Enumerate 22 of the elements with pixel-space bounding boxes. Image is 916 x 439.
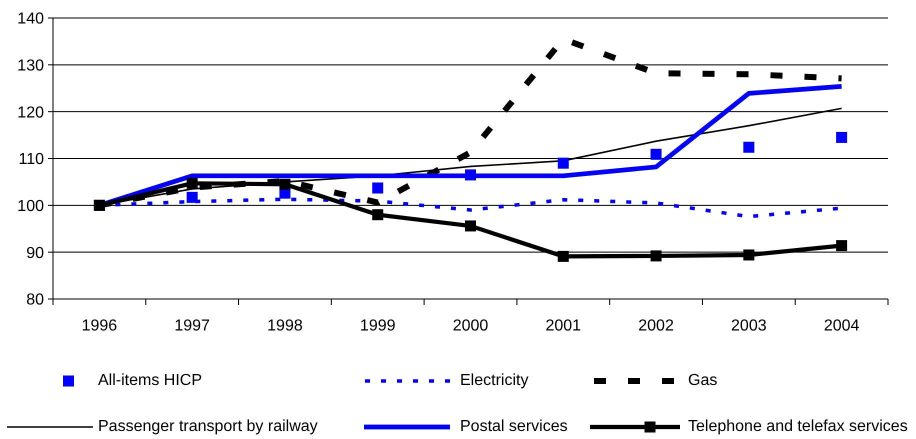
x-tick-label: 2004	[824, 317, 860, 334]
x-tick-label: 1999	[360, 317, 396, 334]
legend-label: All-items HICP	[98, 371, 202, 391]
y-tick-label: 140	[17, 10, 44, 28]
x-tick-label: 1998	[267, 317, 303, 334]
x-tick-label: 1996	[82, 317, 118, 334]
x-tick-label: 1997	[174, 317, 210, 334]
y-tick-label: 100	[17, 198, 44, 216]
x-tick-label: 2002	[638, 317, 674, 334]
legend-label: Telephone and telefax services	[688, 417, 908, 437]
y-tick-label: 80	[26, 292, 44, 309]
y-tick-label: 120	[17, 104, 44, 122]
x-tick-label: 2003	[731, 317, 767, 334]
x-tick-label: 2000	[452, 317, 488, 334]
x-tick-label: 2001	[545, 317, 582, 334]
y-tick-label: 110	[18, 151, 44, 168]
legend-label: Postal services	[460, 417, 568, 437]
y-tick-label: 130	[17, 58, 44, 75]
legend-label: Passenger transport by railway	[98, 417, 318, 437]
y-tick-label: 90	[26, 244, 44, 262]
legend-label: Electricity	[460, 371, 528, 391]
legend-label: Gas	[688, 371, 718, 391]
